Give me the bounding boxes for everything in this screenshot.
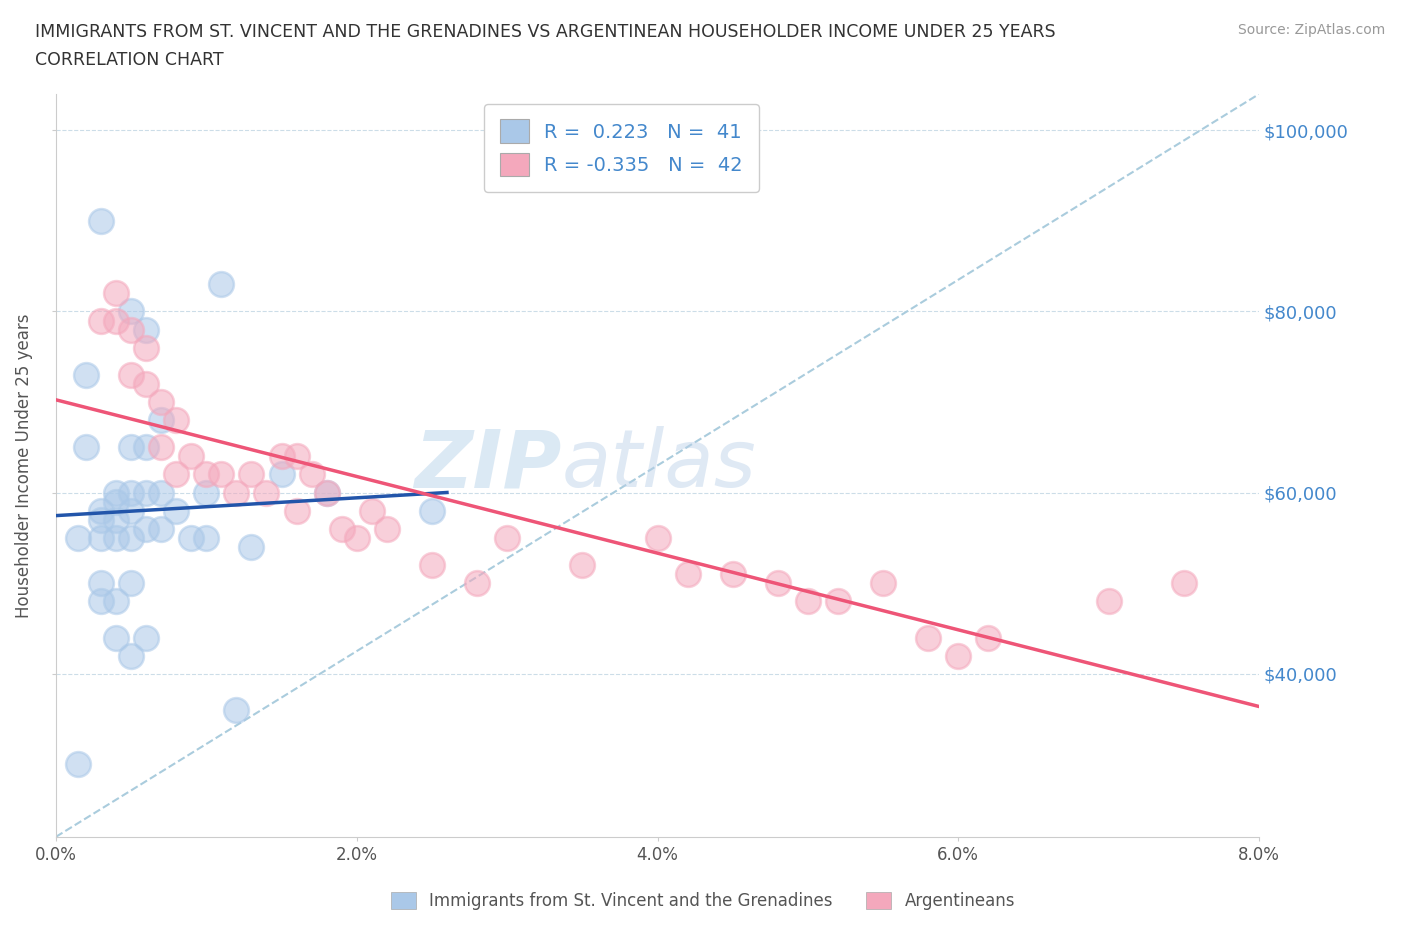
- Point: [721, 566, 744, 581]
- Point: [330, 522, 353, 537]
- Text: CORRELATION CHART: CORRELATION CHART: [35, 51, 224, 69]
- Point: [90, 503, 112, 518]
- Point: [75, 440, 97, 455]
- Point: [270, 449, 292, 464]
- Point: [225, 485, 247, 500]
- Point: [977, 631, 1000, 645]
- Point: [647, 530, 669, 545]
- Point: [240, 467, 263, 482]
- Point: [285, 503, 308, 518]
- Point: [195, 467, 218, 482]
- Point: [225, 702, 247, 717]
- Point: [315, 485, 337, 500]
- Point: [270, 467, 292, 482]
- Point: [420, 558, 443, 573]
- Point: [105, 494, 128, 509]
- Point: [105, 485, 128, 500]
- Point: [165, 413, 187, 428]
- Point: [676, 566, 699, 581]
- Point: [948, 648, 970, 663]
- Point: [346, 530, 368, 545]
- Point: [150, 485, 173, 500]
- Point: [917, 631, 939, 645]
- Point: [150, 394, 173, 409]
- Point: [195, 485, 218, 500]
- Legend: R =  0.223   N =  41, R = -0.335   N =  42: R = 0.223 N = 41, R = -0.335 N = 42: [484, 104, 759, 193]
- Point: [465, 576, 488, 591]
- Point: [120, 648, 142, 663]
- Point: [67, 757, 90, 772]
- Point: [797, 594, 820, 609]
- Point: [90, 594, 112, 609]
- Point: [120, 530, 142, 545]
- Point: [105, 286, 128, 300]
- Point: [120, 485, 142, 500]
- Point: [120, 367, 142, 382]
- Point: [209, 467, 232, 482]
- Text: Source: ZipAtlas.com: Source: ZipAtlas.com: [1237, 23, 1385, 37]
- Point: [135, 377, 157, 392]
- Point: [105, 594, 128, 609]
- Point: [165, 467, 187, 482]
- Text: atlas: atlas: [561, 427, 756, 504]
- Point: [766, 576, 789, 591]
- Point: [150, 413, 173, 428]
- Point: [90, 530, 112, 545]
- Point: [105, 313, 128, 328]
- Point: [105, 631, 128, 645]
- Point: [301, 467, 323, 482]
- Text: ZIP: ZIP: [413, 427, 561, 504]
- Point: [135, 440, 157, 455]
- Point: [180, 530, 202, 545]
- Point: [285, 449, 308, 464]
- Point: [256, 485, 278, 500]
- Point: [135, 522, 157, 537]
- Point: [90, 313, 112, 328]
- Point: [67, 530, 90, 545]
- Point: [105, 512, 128, 527]
- Point: [150, 440, 173, 455]
- Point: [135, 340, 157, 355]
- Point: [90, 512, 112, 527]
- Point: [420, 503, 443, 518]
- Point: [360, 503, 382, 518]
- Point: [1173, 576, 1195, 591]
- Text: IMMIGRANTS FROM ST. VINCENT AND THE GRENADINES VS ARGENTINEAN HOUSEHOLDER INCOME: IMMIGRANTS FROM ST. VINCENT AND THE GREN…: [35, 23, 1056, 41]
- Point: [120, 322, 142, 337]
- Point: [90, 213, 112, 228]
- Point: [195, 530, 218, 545]
- Point: [240, 539, 263, 554]
- Point: [209, 277, 232, 292]
- Point: [496, 530, 519, 545]
- Legend: Immigrants from St. Vincent and the Grenadines, Argentineans: Immigrants from St. Vincent and the Gren…: [384, 885, 1022, 917]
- Point: [90, 576, 112, 591]
- Point: [1098, 594, 1121, 609]
- Point: [75, 367, 97, 382]
- Point: [120, 503, 142, 518]
- Point: [180, 449, 202, 464]
- Point: [120, 304, 142, 319]
- Point: [315, 485, 337, 500]
- Point: [105, 530, 128, 545]
- Point: [827, 594, 849, 609]
- Point: [375, 522, 398, 537]
- Point: [150, 522, 173, 537]
- Point: [571, 558, 593, 573]
- Point: [165, 503, 187, 518]
- Y-axis label: Householder Income Under 25 years: Householder Income Under 25 years: [15, 313, 32, 618]
- Point: [872, 576, 894, 591]
- Point: [135, 485, 157, 500]
- Point: [135, 631, 157, 645]
- Point: [135, 322, 157, 337]
- Point: [120, 440, 142, 455]
- Point: [120, 576, 142, 591]
